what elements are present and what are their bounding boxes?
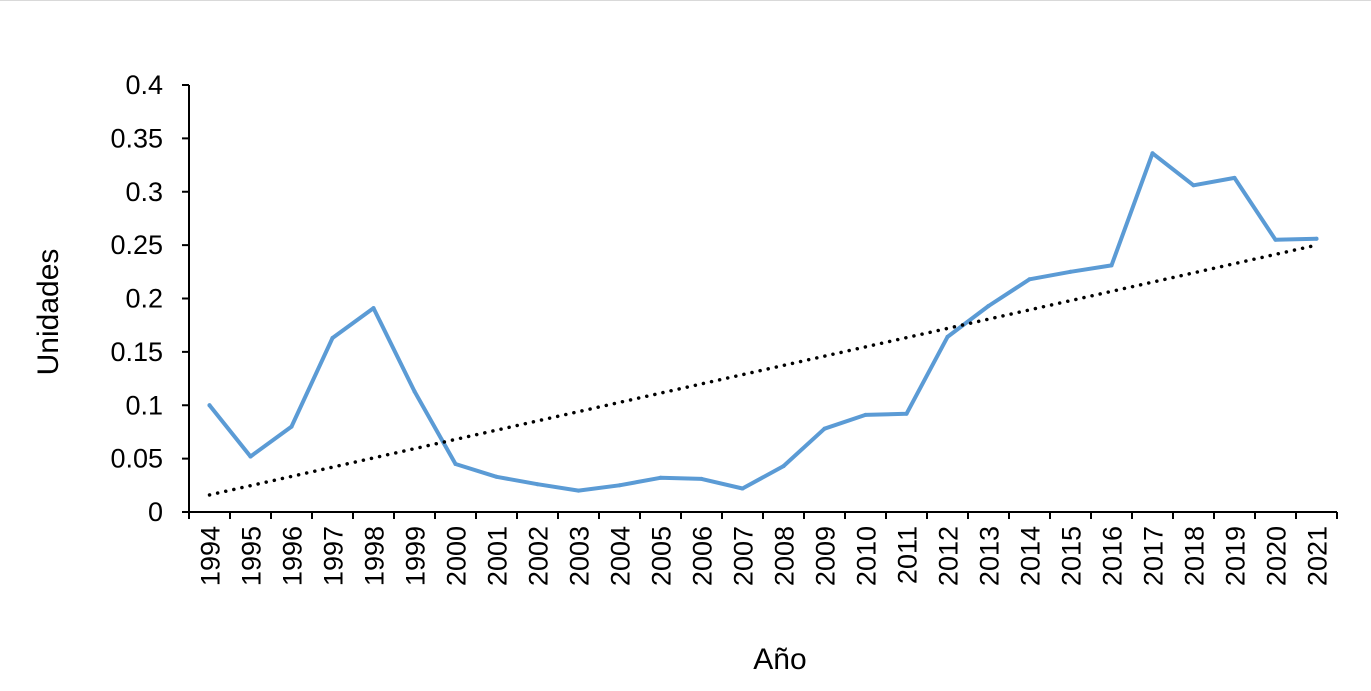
- y-axis-title: Unidades: [32, 249, 65, 376]
- data-point: [1232, 175, 1237, 180]
- x-tick-label: 2014: [1016, 526, 1046, 586]
- y-tick-label: 0: [148, 497, 163, 527]
- data-point: [740, 486, 745, 491]
- x-tick-label: 2003: [565, 526, 595, 586]
- x-tick-label: 2004: [606, 526, 636, 586]
- data-point: [535, 482, 540, 487]
- x-tick-label: 2006: [688, 526, 718, 586]
- x-tick-label: 2010: [852, 526, 882, 586]
- x-tick-label: 2016: [1098, 526, 1128, 586]
- data-point: [1273, 237, 1278, 242]
- y-tick-label: 0.15: [110, 337, 163, 367]
- x-axis-title: Año: [753, 643, 806, 676]
- x-tick-label: 1999: [401, 526, 431, 586]
- data-point: [207, 403, 212, 408]
- data-point: [986, 304, 991, 308]
- y-tick-label: 0.1: [125, 390, 163, 420]
- x-tick-label: 2012: [934, 526, 964, 586]
- x-tick-label: 2018: [1180, 526, 1210, 586]
- data-point: [781, 464, 786, 469]
- y-tick-label: 0.3: [125, 177, 163, 207]
- x-tick-label: 1997: [319, 526, 349, 586]
- x-tick-label: 2001: [483, 526, 513, 586]
- data-point: [248, 454, 253, 459]
- data-point: [453, 462, 458, 466]
- x-tick-label: 1996: [278, 526, 308, 586]
- y-tick-label: 0.25: [110, 230, 163, 260]
- x-tick-label: 2011: [893, 526, 923, 584]
- x-tick-label: 2000: [442, 526, 472, 586]
- trendline: [207, 243, 1319, 497]
- y-axis: 0 0.05 0.1 0.15 0.2 0.25 0.3 0.35 0.4: [110, 70, 190, 527]
- data-point: [699, 476, 704, 481]
- data-point: [904, 411, 909, 416]
- data-point: [863, 412, 868, 417]
- y-tick-label: 0.35: [110, 123, 163, 153]
- data-point: [330, 336, 335, 340]
- data-point: [1027, 277, 1032, 282]
- data-point: [1109, 263, 1114, 268]
- x-tick-label: 2019: [1221, 526, 1251, 586]
- y-tick-label: 0.2: [125, 284, 163, 314]
- y-tick-label: 0.05: [110, 444, 163, 474]
- trendline-layer: [207, 243, 1319, 497]
- data-point: [1150, 151, 1155, 156]
- top-divider: [0, 0, 1371, 1]
- data-point: [371, 306, 376, 311]
- y-tick-label: 0.4: [125, 70, 163, 100]
- x-tick-label: 2013: [975, 526, 1005, 586]
- x-tick-label: 1994: [196, 526, 226, 586]
- data-point: [289, 424, 294, 429]
- data-point: [617, 483, 622, 488]
- data-point: [576, 488, 581, 493]
- data-point: [412, 389, 417, 394]
- data-point: [945, 334, 950, 339]
- x-tick-label: 2009: [811, 526, 841, 586]
- data-point: [1068, 269, 1073, 274]
- data-point: [658, 475, 663, 480]
- x-tick-label: 2017: [1139, 526, 1169, 586]
- x-tick-label: 2020: [1262, 526, 1292, 586]
- data-point: [822, 426, 827, 431]
- x-tick-label: 1995: [237, 526, 267, 586]
- x-axis: 1994 1995 1996 1997 1998 1999 2000 2001 2002 2003…: [188, 511, 1338, 586]
- data-point: [494, 474, 499, 479]
- x-tick-label: 2002: [524, 526, 554, 586]
- series-line: [207, 151, 1319, 493]
- x-tick-label: 2005: [647, 526, 677, 586]
- x-tick-label: 2015: [1057, 526, 1087, 586]
- x-tick-label: 2007: [729, 526, 759, 586]
- x-tick-label: 1998: [360, 526, 390, 586]
- data-point: [1314, 236, 1319, 241]
- x-tick-label: 2021: [1303, 526, 1333, 586]
- data-point: [1191, 183, 1196, 188]
- x-tick-label: 2008: [770, 526, 800, 586]
- series-layer: [207, 151, 1319, 493]
